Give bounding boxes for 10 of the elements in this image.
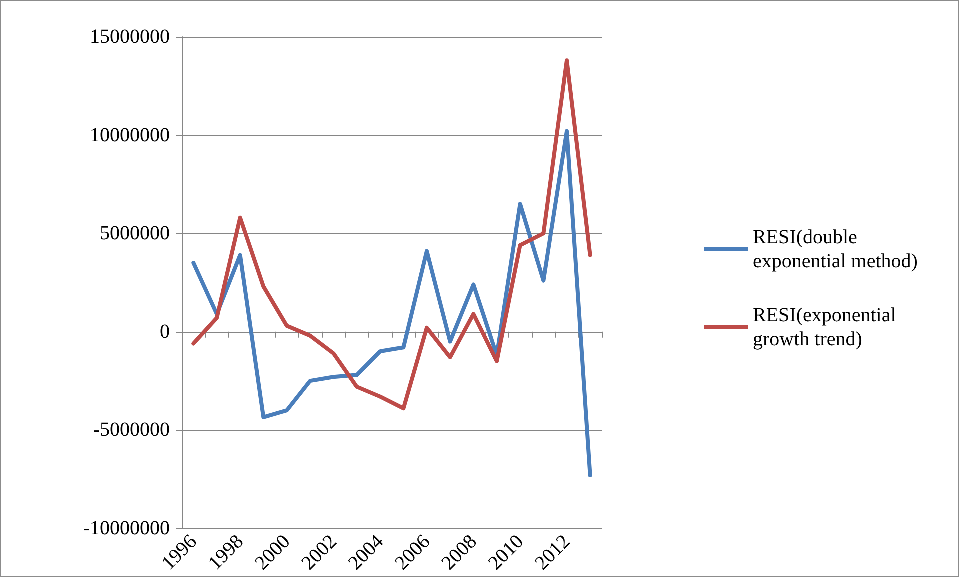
y-tick-label: 5000000 (100, 222, 170, 245)
y-tick-label: 0 (160, 320, 170, 343)
legend-label: RESI(double exponential method) (753, 226, 918, 272)
legend-label: RESI(exponential growth trend) (753, 304, 902, 350)
line-series (192, 58, 592, 411)
y-tick-label: -10000000 (83, 518, 170, 540)
y-tick-label: -5000000 (93, 419, 170, 442)
line-series (192, 129, 592, 478)
y-tick-label: 10000000 (90, 124, 170, 146)
y-tick-label: 15000000 (90, 26, 170, 48)
